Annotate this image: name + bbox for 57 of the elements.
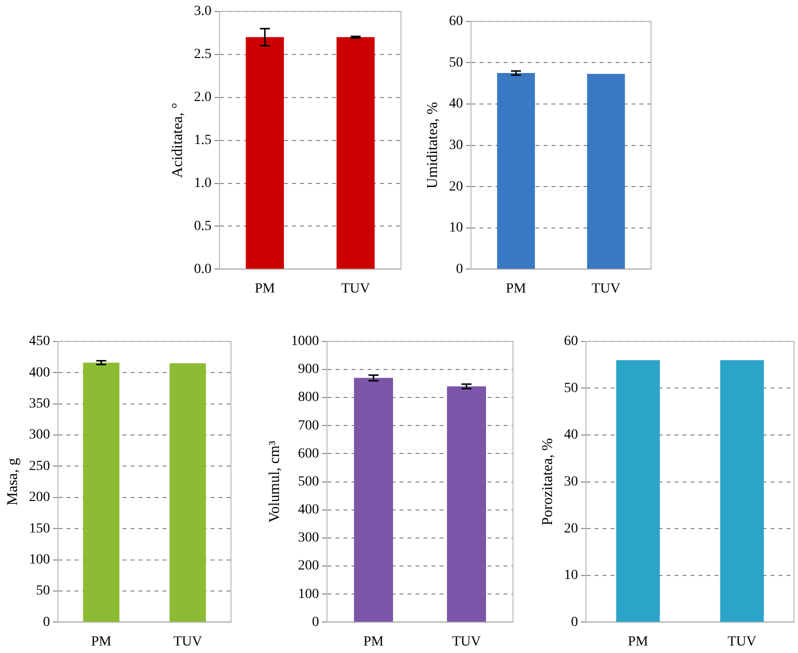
y-tick-label: 10 xyxy=(449,220,463,236)
y-tick-label: 2.0 xyxy=(194,90,212,106)
y-tick-label: 900 xyxy=(298,362,319,378)
y-tick-label: 300 xyxy=(29,428,50,443)
y-tick-label: 1000 xyxy=(291,334,319,350)
x-tick-label: TUV xyxy=(341,281,370,296)
x-tick-label: PM xyxy=(254,281,276,296)
y-tick-label: 0 xyxy=(571,614,578,630)
y-tick-label: 40 xyxy=(449,96,463,112)
y-tick-label: 100 xyxy=(298,586,319,602)
x-tick-label: TUV xyxy=(592,281,620,296)
x-tick-label: PM xyxy=(628,634,649,650)
y-tick-label: 50 xyxy=(449,55,463,70)
y-tick-label: 0 xyxy=(312,614,319,630)
y-tick-label: 40 xyxy=(564,428,578,443)
y-tick-label: 60 xyxy=(449,14,463,30)
y-tick-label: 3.0 xyxy=(194,4,212,20)
y-tick-label: 400 xyxy=(298,502,319,518)
y-tick-label: 600 xyxy=(298,446,319,462)
y-tick-label: 10 xyxy=(564,568,578,584)
y-tick-label: 450 xyxy=(29,334,50,350)
y-tick-label: 30 xyxy=(449,138,463,153)
y-tick-label: 1.0 xyxy=(194,176,212,191)
y-axis-title: Aciditatea, ° xyxy=(170,102,186,178)
x-tick-label: TUV xyxy=(173,634,202,650)
x-tick-label: PM xyxy=(91,634,112,650)
y-tick-label: 30 xyxy=(564,474,578,490)
y-tick-label: 60 xyxy=(564,334,578,350)
y-tick-label: 200 xyxy=(29,490,50,506)
y-tick-label: 300 xyxy=(298,530,319,546)
y-tick-label: 1.5 xyxy=(194,132,212,148)
y-axis-title: Umiditatea, % xyxy=(424,102,441,189)
x-tick-label: TUV xyxy=(452,634,481,650)
y-tick-label: 50 xyxy=(564,380,578,396)
y-tick-label: 250 xyxy=(29,458,50,474)
y-tick-label: 350 xyxy=(29,396,50,412)
y-tick-label: 2.5 xyxy=(194,47,212,62)
y-tick-label: 50 xyxy=(36,584,50,599)
x-tick-label: PM xyxy=(506,281,527,296)
y-tick-label: 800 xyxy=(298,390,319,406)
y-axis-title: Porozitatea, % xyxy=(540,438,556,526)
y-tick-label: 0 xyxy=(43,614,50,630)
y-tick-label: 20 xyxy=(449,179,463,194)
y-tick-label: 20 xyxy=(564,521,578,536)
y-axis-title: Volumul, cm³ xyxy=(266,440,283,523)
y-tick-label: 0.5 xyxy=(194,218,212,234)
y-tick-label: 0 xyxy=(456,262,463,277)
y-axis-title: Masa, g xyxy=(4,458,21,506)
y-tick-label: 200 xyxy=(298,558,319,574)
y-tick-label: 700 xyxy=(298,418,319,434)
y-tick-label: 400 xyxy=(29,365,50,380)
y-tick-label: 500 xyxy=(298,474,319,490)
x-tick-label: TUV xyxy=(728,634,756,650)
y-tick-label: 100 xyxy=(29,552,50,568)
x-tick-label: PM xyxy=(363,634,384,650)
y-tick-label: 0.0 xyxy=(194,262,212,277)
y-tick-label: 150 xyxy=(29,521,50,536)
